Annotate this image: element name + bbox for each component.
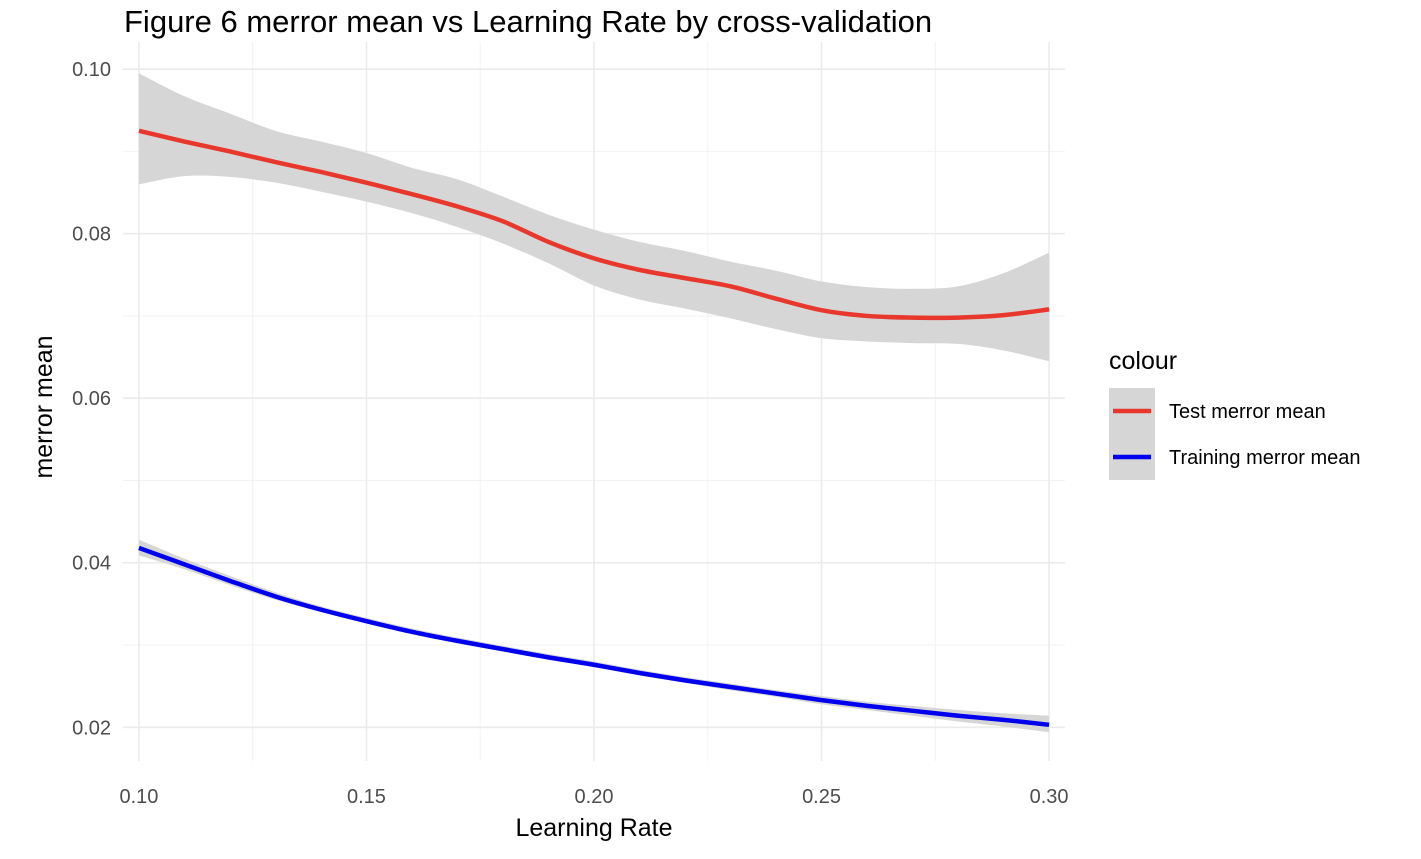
- y-tick-label: 0.04: [72, 553, 111, 575]
- x-axis-ticks: 0.10 0.15 0.20 0.25 0.30: [119, 786, 1068, 808]
- legend: colour Test merror mean Training merror m…: [1109, 347, 1361, 480]
- y-tick-label: 0.08: [72, 224, 111, 246]
- legend-label: Test merror mean: [1169, 401, 1326, 423]
- y-axis-title: merror mean: [30, 335, 58, 478]
- confidence-ribbons: [138, 73, 1050, 733]
- y-tick-label: 0.02: [72, 717, 111, 739]
- legend-title: colour: [1109, 347, 1177, 375]
- ci-ribbon-series-2: [138, 539, 1050, 733]
- x-tick-label: 0.10: [119, 786, 158, 808]
- x-tick-label: 0.20: [575, 786, 614, 808]
- ci-ribbon-series-1: [138, 73, 1050, 362]
- y-axis-ticks: 0.02 0.04 0.06 0.08 0.10: [72, 59, 111, 739]
- y-tick-label: 0.06: [72, 388, 111, 410]
- y-tick-label: 0.10: [72, 59, 111, 81]
- x-axis-title: Learning Rate: [515, 814, 672, 842]
- series-line-1: [138, 128, 1050, 321]
- series-lines: [138, 128, 1050, 728]
- series-line-2: [138, 545, 1050, 728]
- x-tick-label: 0.25: [802, 786, 841, 808]
- chart-title: Figure 6 merror mean vs Learning Rate by…: [124, 4, 932, 39]
- x-tick-label: 0.30: [1030, 786, 1069, 808]
- x-tick-label: 0.15: [347, 786, 386, 808]
- legend-label: Training merror mean: [1169, 447, 1361, 469]
